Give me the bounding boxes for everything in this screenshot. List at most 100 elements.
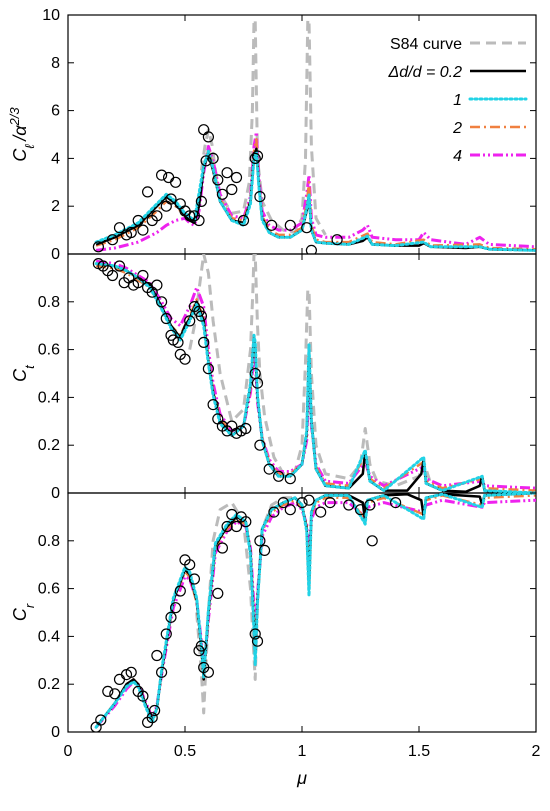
data-point [113, 222, 126, 234]
series-line-d02-bottom [95, 493, 536, 728]
data-point [184, 559, 196, 571]
data-point [251, 635, 264, 647]
data-point [92, 241, 105, 253]
series-line-r4-bottom [94, 498, 536, 729]
data-point [266, 219, 278, 231]
data-point [137, 224, 149, 236]
series-line-r1-middle [94, 262, 536, 493]
data-point [184, 315, 196, 327]
series-group-bottom [94, 493, 536, 729]
data-point [366, 535, 378, 547]
data-point [198, 336, 210, 348]
legend-entry-r4: 4 [453, 148, 526, 165]
data-point [170, 176, 182, 188]
data-point [106, 269, 119, 282]
y-tick-label: 6 [51, 103, 60, 120]
x-tick-label: 1 [298, 743, 307, 760]
data-point [331, 234, 343, 246]
data-point [268, 506, 280, 518]
y-tick-label: 10 [42, 7, 60, 24]
data-point [305, 244, 317, 254]
scatter-group-top [92, 124, 343, 254]
data-point [125, 666, 137, 678]
data-point [195, 640, 207, 652]
y-tick-label: 0.4 [38, 389, 60, 406]
data-point [216, 188, 228, 200]
data-point [240, 516, 252, 528]
data-point [193, 214, 205, 227]
legend-label: 1 [453, 92, 462, 109]
x-tick-label: 1.5 [408, 743, 430, 760]
data-point [259, 544, 271, 557]
series-line-r1-bottom [94, 493, 536, 729]
data-point [303, 494, 315, 506]
data-point [254, 439, 266, 451]
data-point [151, 279, 163, 291]
y-tick-label: 0.8 [38, 294, 60, 311]
legend-label: Δd/d = 0.2 [388, 64, 463, 81]
data-point [132, 214, 144, 227]
x-tick-label: 2 [532, 743, 541, 760]
data-point [207, 152, 219, 164]
data-point [284, 219, 296, 231]
scatter-group-bottom [90, 494, 402, 732]
data-point [188, 573, 200, 585]
data-point [343, 499, 355, 511]
data-point [284, 504, 296, 516]
data-point [160, 312, 172, 325]
data-point [249, 628, 261, 640]
y-tick-label: 0.6 [38, 342, 60, 359]
data-point [216, 542, 228, 554]
data-point [249, 152, 261, 164]
data-point [221, 167, 233, 179]
data-point [273, 470, 285, 482]
data-point [142, 186, 154, 198]
series-line-r4-middle [95, 259, 536, 490]
data-point [195, 195, 207, 207]
data-point [156, 169, 168, 181]
data-point [165, 611, 177, 623]
y-tick-label: 0.6 [38, 581, 60, 598]
data-point [207, 399, 219, 411]
data-point [254, 191, 266, 203]
data-point [284, 473, 296, 485]
data-point [251, 377, 264, 389]
data-point [151, 210, 163, 222]
data-point [230, 520, 243, 533]
y-tick-label: 0.2 [38, 676, 60, 693]
y-tick-label: 0 [51, 724, 60, 741]
data-point [212, 587, 224, 600]
legend-label: 2 [452, 120, 462, 137]
data-point [125, 226, 137, 239]
x-tick-label: 0 [64, 743, 73, 760]
y-tick-label: 8 [51, 55, 60, 72]
data-point [251, 150, 264, 162]
legend-entry-r2: 2 [452, 120, 526, 137]
series-line-r2-bottom [95, 494, 536, 728]
legend-label: 4 [453, 148, 462, 165]
data-point [364, 499, 376, 511]
x-tick-label: 0.5 [174, 743, 196, 760]
data-point [195, 310, 207, 322]
scatter-group-middle [92, 258, 296, 485]
y-tick-label: 0.2 [38, 437, 60, 454]
data-point [156, 296, 168, 308]
data-point [202, 666, 214, 678]
data-point [102, 685, 114, 698]
data-point [254, 535, 266, 547]
legend-label: S84 curve [390, 36, 462, 53]
y-tick-label: 2 [51, 198, 60, 215]
y-axis-label-middle: Ct [10, 364, 37, 382]
data-point [315, 506, 327, 518]
data-point [324, 497, 336, 509]
data-point [263, 463, 275, 475]
x-axis-label: μ [296, 768, 307, 788]
data-point [151, 649, 163, 662]
data-point [200, 155, 212, 167]
data-point [226, 183, 238, 196]
data-point [95, 714, 107, 726]
series-group-middle [94, 254, 536, 493]
y-tick-label: 4 [51, 150, 60, 167]
data-point [184, 210, 196, 222]
